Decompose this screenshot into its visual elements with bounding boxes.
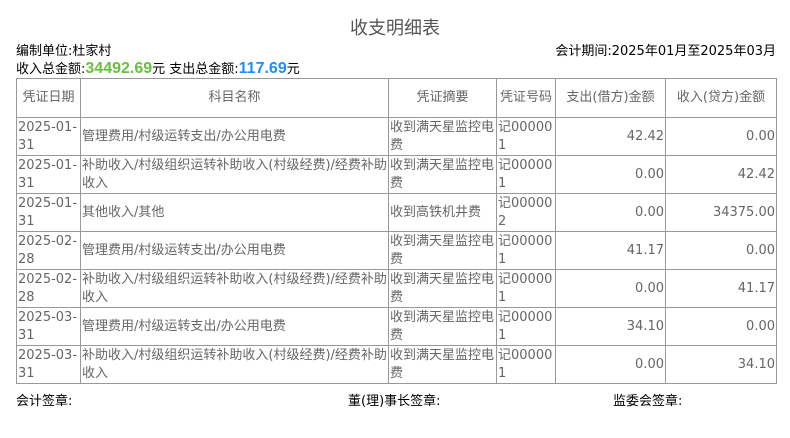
period-label: 会计期间:2025年01月至2025年03月	[555, 44, 776, 59]
table-cell: 管理费用/村级运转支出/办公用电费	[80, 117, 389, 156]
table-cell: 管理费用/村级运转支出/办公用电费	[80, 231, 389, 270]
table-row: 2025-01-31 管理费用/村级运转支出/办公用电费 收到满天星监控电费 记000…	[16, 117, 777, 156]
column-header: 收入(贷方)金额	[665, 78, 777, 118]
chairman-signature: 董(理)事长签章:	[348, 394, 441, 409]
table-cell: 2025-02-28	[16, 231, 81, 270]
table-cell: 0.00	[665, 231, 777, 270]
table-cell: 收到满天星监控电费	[388, 155, 497, 194]
table-cell: 2025-01-31	[16, 117, 81, 156]
table-cell: 2025-03-31	[16, 345, 81, 384]
table-cell: 收到满天星监控电费	[388, 231, 497, 270]
income-total: 34492.69	[85, 60, 153, 77]
column-header: 凭证号码	[496, 78, 556, 118]
table-cell: 记000001	[496, 155, 556, 194]
table-cell: 2025-02-28	[16, 269, 81, 308]
table-cell: 记000002	[496, 193, 556, 232]
table-cell: 41.17	[665, 269, 777, 308]
expense-total: 117.69	[238, 60, 287, 77]
expense-label: 支出总金额:	[165, 62, 239, 77]
table-cell: 0.00	[555, 345, 666, 384]
table-cell: 34.10	[555, 307, 666, 346]
table-row: 2025-02-28 补助收入/村级组织运转补助收入(村级经费)/经费补助收入 收到…	[16, 269, 777, 308]
table-cell: 2025-01-31	[16, 193, 81, 232]
table-cell: 记000001	[496, 345, 556, 384]
table-cell: 0.00	[555, 155, 666, 194]
accountant-signature: 会计签章:	[16, 394, 73, 409]
table-row: 2025-01-31 其他收入/其他 收到高铁机井费 记000002 0.00 34375…	[16, 193, 777, 232]
table-cell: 41.17	[555, 231, 666, 270]
page-title: 收支明细表	[350, 18, 440, 39]
table-cell: 记000001	[496, 231, 556, 270]
table-cell: 记000001	[496, 269, 556, 308]
income-suffix: 元	[152, 62, 166, 77]
table-row: 2025-03-31 补助收入/村级组织运转补助收入(村级经费)/经费补助收入 收到…	[16, 345, 777, 384]
column-header: 科目名称	[80, 78, 389, 118]
table-cell: 补助收入/村级组织运转补助收入(村级经费)/经费补助收入	[80, 155, 389, 194]
expense-suffix: 元	[286, 62, 300, 77]
table-cell: 0.00	[555, 269, 666, 308]
table-cell: 收到满天星监控电费	[388, 117, 497, 156]
table-cell: 记000001	[496, 307, 556, 346]
column-header: 支出(借方)金额	[555, 78, 666, 118]
table-cell: 收到高铁机井费	[388, 193, 497, 232]
column-header: 凭证摘要	[388, 78, 497, 118]
unit-label: 编制单位:杜家村	[16, 44, 112, 59]
table-cell: 收到满天星监控电费	[388, 269, 497, 308]
table-cell: 管理费用/村级运转支出/办公用电费	[80, 307, 389, 346]
table-cell: 补助收入/村级组织运转补助收入(村级经费)/经费补助收入	[80, 269, 389, 308]
totals: 收入总金额:34492.69元 支出总金额:117.69元	[16, 58, 300, 78]
table-header: 凭证日期 科目名称 凭证摘要 凭证号码 支出(借方)金额 收入(贷方)金额	[16, 78, 777, 118]
supervisor-signature: 监委会签章:	[613, 394, 683, 409]
table-row: 2025-01-31 补助收入/村级组织运转补助收入(村级经费)/经费补助收入 收到…	[16, 155, 777, 194]
column-header: 凭证日期	[16, 78, 81, 118]
detail-table: 凭证日期 科目名称 凭证摘要 凭证号码 支出(借方)金额 收入(贷方)金额 2025-01…	[16, 78, 777, 384]
table-cell: 记000001	[496, 117, 556, 156]
table-cell: 其他收入/其他	[80, 193, 389, 232]
table-cell: 42.42	[555, 117, 666, 156]
table-row: 2025-03-31 管理费用/村级运转支出/办公用电费 收到满天星监控电费 记000…	[16, 307, 777, 346]
table-cell: 0.00	[665, 117, 777, 156]
table-cell: 补助收入/村级组织运转补助收入(村级经费)/经费补助收入	[80, 345, 389, 384]
table-cell: 2025-03-31	[16, 307, 81, 346]
income-label: 收入总金额:	[16, 62, 86, 77]
table-cell: 34.10	[665, 345, 777, 384]
table-cell: 2025-01-31	[16, 155, 81, 194]
table-cell: 0.00	[665, 307, 777, 346]
table-cell: 42.42	[665, 155, 777, 194]
table-cell: 0.00	[555, 193, 666, 232]
table-row: 2025-02-28 管理费用/村级运转支出/办公用电费 收到满天星监控电费 记000…	[16, 231, 777, 270]
table-cell: 收到满天星监控电费	[388, 345, 497, 384]
table-cell: 收到满天星监控电费	[388, 307, 497, 346]
table-cell: 34375.00	[665, 193, 777, 232]
